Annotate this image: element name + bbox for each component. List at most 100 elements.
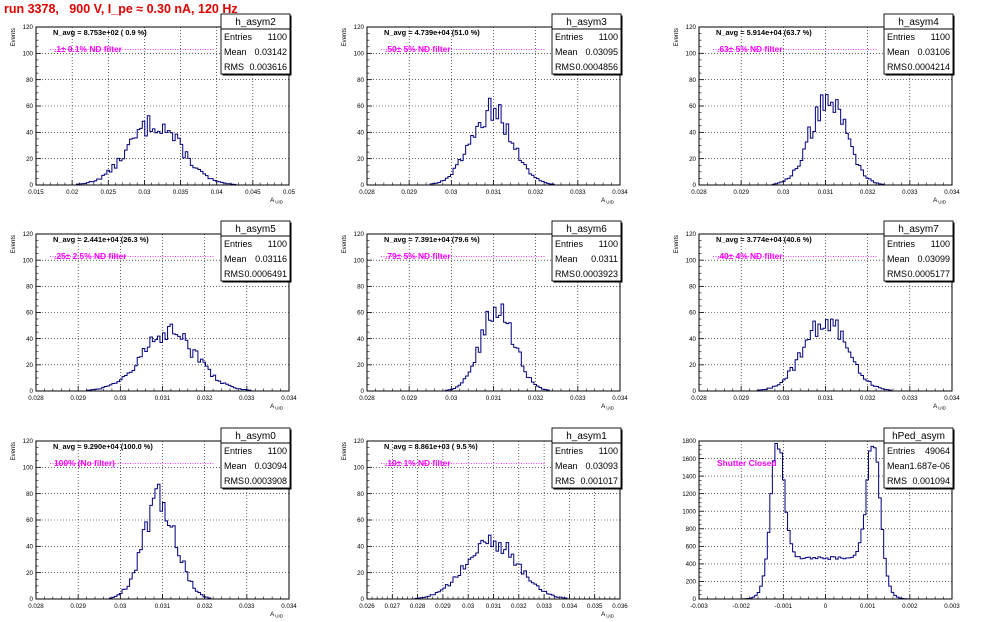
histogram-h_asym4: 0.028 0.029 0.03 0.031 0.032 0.033 0.034 0 20 40 6… — [674, 13, 960, 205]
y-tick-label: 1400 — [682, 473, 696, 480]
stats-mean-label: Mean — [555, 47, 578, 57]
stats-box: h_asym4 Entries 1100 Mean 0.03106 RMS 0.000421… — [883, 13, 955, 76]
x-tick-label: 0.034 — [944, 189, 960, 196]
stats-mean-value: 0.0311 — [591, 254, 618, 264]
x-tick-label: 0.034 — [944, 395, 960, 402]
y-tick-label: 80 — [26, 491, 33, 498]
y-tick-label: 120 — [23, 24, 34, 31]
x-tick-label: 0.035 — [587, 603, 603, 610]
y-axis-label: Events — [11, 442, 17, 460]
y-tick-label: 120 — [354, 231, 365, 238]
x-tick-label: 0.031 — [818, 395, 834, 402]
x-axis-label: AUID — [601, 611, 615, 619]
y-tick-label: 120 — [354, 24, 365, 31]
stats-rms-value: 0.0006491 — [244, 269, 287, 279]
y-tick-label: 800 — [686, 526, 697, 533]
x-tick-label: 0.031 — [486, 603, 502, 610]
navg-label: N_avg = 2.441e+04 (26.3 %) — [53, 235, 149, 244]
x-tick-label: 0.001 — [860, 603, 876, 610]
x-tick-label: 0.029 — [70, 603, 86, 610]
stats-rms-value: 0.0004214 — [907, 62, 950, 72]
x-tick-label: 0.032 — [528, 395, 544, 402]
x-tick-label: 0.03 — [114, 603, 127, 610]
stats-box-frame — [220, 13, 291, 75]
stats-box: h_asym5 Entries 1100 Mean 0.03116 RMS 0.000649… — [220, 220, 292, 283]
stats-title: hPed_asym — [892, 431, 945, 442]
stats-mean-label: Mean — [887, 254, 910, 264]
x-tick-label: 0.029 — [70, 395, 86, 402]
y-tick-label: 40 — [357, 130, 364, 137]
x-tick-label: 0.03 — [445, 395, 458, 402]
stats-rms-value: 0.0003908 — [244, 476, 287, 486]
stats-rms-value: 0.0005177 — [907, 269, 950, 279]
x-tick-label: 0.033 — [902, 189, 918, 196]
y-tick-label: 100 — [23, 465, 34, 472]
filter-label: .79± 5% ND filter — [385, 251, 451, 261]
x-tick-label: 0.034 — [612, 189, 628, 196]
stats-entries-value: 1100 — [599, 446, 618, 456]
x-tick-label: 0.034 — [281, 395, 297, 402]
y-tick-label: 80 — [26, 77, 33, 84]
y-tick-label: 100 — [23, 257, 34, 264]
histogram-h_asym7: 0.028 0.029 0.03 0.031 0.032 0.033 0.034 0 20 40 6… — [674, 220, 960, 411]
y-tick-label: 100 — [354, 51, 365, 58]
stats-title: h_asym1 — [566, 431, 607, 442]
stats-mean-label: Mean — [224, 47, 247, 57]
stats-box-frame — [883, 13, 954, 75]
stats-mean-label: Mean — [224, 461, 247, 471]
stats-entries-label: Entries — [887, 446, 916, 456]
x-tick-label: 0.031 — [155, 395, 171, 402]
filter-label: .1± 0.1% ND filter — [54, 44, 123, 54]
y-axis-label: Events — [11, 235, 17, 253]
stats-mean-value: 0.03099 — [917, 254, 950, 264]
x-tick-label: 0.002 — [902, 603, 918, 610]
stats-entries-value: 1100 — [931, 32, 950, 42]
x-tick-label: -0.001 — [775, 603, 793, 610]
stats-box: h_asym7 Entries 1100 Mean 0.03099 RMS 0.000517… — [883, 220, 955, 283]
x-tick-label: -0.003 — [690, 603, 708, 610]
stats-box-frame — [220, 427, 291, 489]
stats-mean-value: 0.03142 — [254, 47, 287, 57]
stats-title: h_asym2 — [235, 17, 276, 28]
x-tick-label: 0.028 — [28, 603, 44, 610]
navg-label: N_avg = 5.914e+04 (63.7 %) — [716, 28, 812, 37]
stats-box-frame — [220, 220, 291, 282]
stats-mean-value: 0.03095 — [585, 47, 618, 57]
stats-rms-value: 0.0003923 — [575, 269, 618, 279]
x-tick-label: 0.03 — [462, 603, 475, 610]
y-tick-label: 1000 — [682, 508, 696, 515]
x-tick-label: 0.045 — [245, 189, 261, 196]
y-tick-label: 120 — [23, 231, 34, 238]
stats-box-frame — [551, 13, 622, 75]
y-tick-label: 0 — [30, 182, 34, 189]
stats-box: h_asym1 Entries 1100 Mean 0.03093 RMS 0.001017 — [551, 427, 623, 490]
y-tick-label: 100 — [686, 51, 697, 58]
y-tick-label: 20 — [689, 156, 696, 163]
stats-entries-label: Entries — [555, 446, 584, 456]
x-tick-label: 0.03 — [445, 189, 458, 196]
x-axis-label: AUID — [270, 197, 284, 205]
filter-label: 100% (No filter) — [54, 458, 115, 468]
stats-box-frame — [883, 220, 954, 282]
histogram-line — [36, 115, 289, 186]
x-tick-label: 0.036 — [612, 603, 628, 610]
stats-entries-label: Entries — [224, 239, 253, 249]
y-tick-label: 80 — [26, 284, 33, 291]
histogram-line — [699, 442, 952, 600]
histogram-h_asym5: 0.028 0.029 0.03 0.031 0.032 0.033 0.034 0 20 40 6… — [11, 220, 297, 411]
histogram-h_asym0: 0.028 0.029 0.03 0.031 0.032 0.033 0.034 0 20 40 6… — [11, 427, 297, 619]
stats-title: h_asym0 — [235, 431, 276, 442]
stats-mean-label: Mean — [224, 254, 247, 264]
stats-entries-label: Entries — [224, 446, 253, 456]
y-tick-label: 0 — [361, 182, 365, 189]
stats-rms-label: RMS — [555, 62, 575, 72]
y-tick-label: 0 — [361, 596, 365, 603]
stats-box: h_asym6 Entries 1100 Mean 0.0311 RMS 0.0003923 — [551, 220, 623, 283]
y-tick-label: 120 — [23, 438, 34, 445]
y-tick-label: 60 — [689, 310, 696, 317]
histogram-h_asym2: 0.015 0.02 0.025 0.03 0.035 0.04 0.045 0.05 0 20 4… — [11, 13, 296, 205]
y-tick-label: 40 — [357, 336, 364, 343]
navg-label: N_avg = 8.753e+02 ( 0.9 %) — [53, 28, 147, 37]
y-axis-label: Events — [674, 28, 680, 46]
